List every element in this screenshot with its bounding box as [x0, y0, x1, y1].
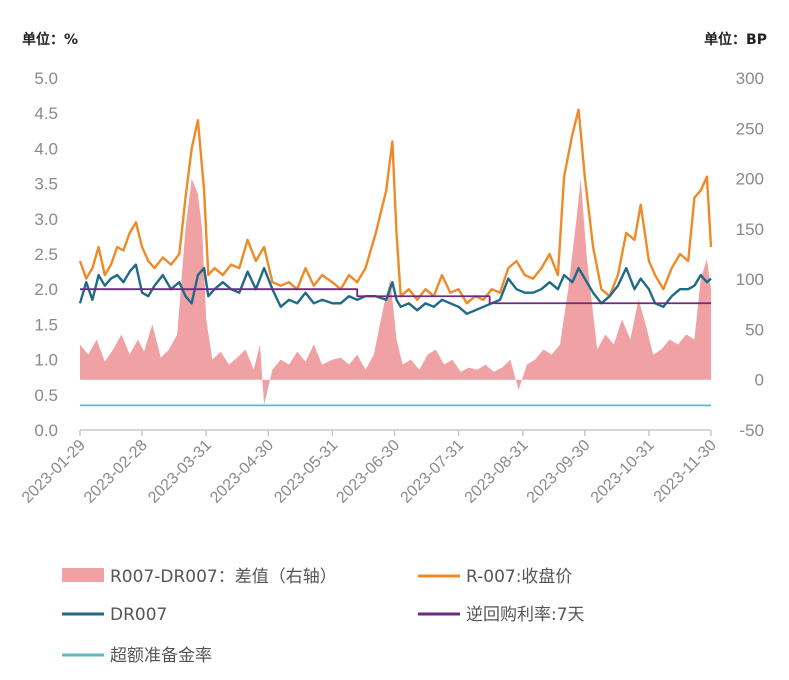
x-tick-label: 2023-02-28	[81, 437, 151, 507]
left-tick-label: 4.0	[34, 139, 58, 158]
legend-label: DR007	[110, 605, 167, 625]
legend-label: R-007:收盘价	[466, 567, 572, 587]
x-tick-label: 2023-08-31	[462, 437, 532, 507]
right-tick-label: 100	[736, 270, 764, 289]
right-axis-unit: 单位：BP	[704, 31, 767, 48]
left-axis-ticks: 0.0 0.5 1.0 1.5 2.0 2.5 3.0 3.5 4.0 4.5 5.0	[34, 69, 58, 440]
right-tick-label: 150	[736, 220, 764, 239]
legend-label: 逆回购利率:7天	[466, 605, 585, 625]
left-tick-label: 3.5	[34, 175, 58, 194]
series-spread-area	[80, 178, 711, 405]
left-tick-label: 3.0	[34, 210, 58, 229]
right-tick-label: 50	[745, 320, 764, 339]
right-tick-label: 250	[736, 119, 764, 138]
x-tick-label: 2023-11-30	[651, 437, 720, 506]
left-tick-label: 0.0	[34, 421, 58, 440]
x-axis-ticks: 2023-01-292023-02-282023-03-312023-04-30…	[19, 430, 720, 507]
left-tick-label: 2.0	[34, 280, 58, 299]
x-tick-label: 2023-07-31	[398, 437, 468, 507]
x-tick-label: 2023-05-31	[271, 437, 341, 507]
legend-label: R007-DR007：差值（右轴）	[110, 567, 337, 587]
right-tick-label: -50	[739, 421, 764, 440]
right-tick-label: 200	[736, 170, 764, 189]
x-tick-label: 2023-04-30	[207, 437, 277, 507]
left-tick-label: 0.5	[34, 386, 58, 405]
x-tick-label: 2023-01-29	[19, 437, 89, 507]
x-tick-label: 2023-09-30	[524, 437, 594, 507]
plot-area	[78, 108, 713, 407]
series-reverse-repo-line	[80, 288, 711, 305]
right-tick-label: 0	[755, 371, 764, 390]
left-tick-label: 2.5	[34, 245, 58, 264]
right-tick-label: 300	[736, 69, 764, 88]
series-r007-line	[78, 108, 713, 305]
left-tick-label: 1.0	[34, 351, 58, 370]
legend-label: 超额准备金率	[110, 646, 212, 666]
left-tick-label: 4.5	[34, 104, 58, 123]
left-axis-unit: 单位：%	[22, 31, 78, 48]
right-axis-ticks: -50 0 50 100 150 200 250 300	[736, 69, 764, 440]
x-tick-label: 2023-06-30	[333, 437, 403, 507]
legend: R007-DR007：差值（右轴） R-007:收盘价 DR007 逆回购利率:7天超…	[62, 567, 585, 666]
legend-swatch-area	[62, 568, 104, 582]
left-tick-label: 1.5	[34, 315, 58, 334]
left-tick-label: 5.0	[34, 69, 58, 88]
x-tick-label: 2023-03-31	[145, 437, 215, 507]
x-tick-label: 2023-10-31	[588, 437, 658, 507]
